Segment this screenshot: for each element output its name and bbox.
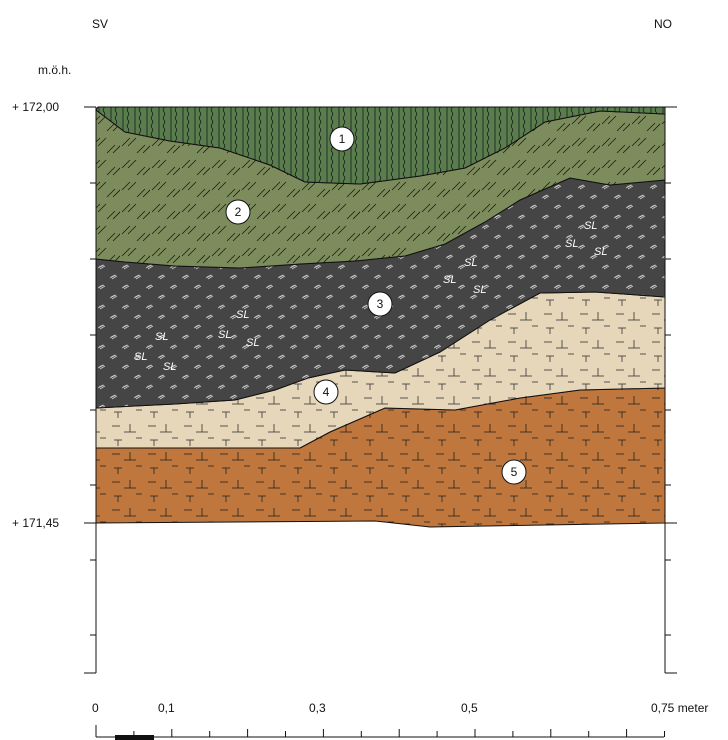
layer-1	[95, 106, 666, 185]
scale-label: 0	[92, 701, 99, 715]
scale-label: 0,3	[309, 701, 326, 715]
layer-number-badge: 1	[329, 126, 355, 152]
sl-label: SL	[464, 257, 477, 269]
sl-label: SL	[473, 284, 486, 296]
layer-number-badge: 3	[367, 291, 393, 317]
sl-label: SL	[155, 331, 168, 343]
scale-ticks	[95, 725, 665, 737]
elevation-ticks	[90, 182, 671, 636]
layer-number: 4	[323, 385, 330, 399]
sl-label: SL	[443, 274, 456, 286]
sl-label: SL	[163, 361, 176, 373]
scale-bar: 0 0,1 0,3 0,5 0,75 meter	[92, 701, 708, 740]
sl-label: SL	[236, 309, 249, 321]
sl-label: SL	[565, 238, 578, 250]
top-elevation-label: + 172,00	[12, 100, 59, 114]
scale-label: 0,5	[461, 701, 478, 715]
layer-number: 5	[511, 465, 518, 479]
layer-number: 2	[235, 205, 242, 219]
scale-label: 0,1	[158, 701, 175, 715]
orientation-right-label: NO	[654, 17, 672, 31]
bottom-elevation-label: + 171,45	[12, 516, 59, 530]
scale-segment	[134, 735, 154, 740]
sl-label: SL	[134, 351, 147, 363]
scale-segment	[115, 735, 134, 740]
sl-label: SL	[594, 246, 607, 258]
orientation-left-label: SV	[92, 17, 108, 31]
sl-label: SL	[246, 337, 259, 349]
layer-number: 1	[339, 132, 346, 146]
sl-label: SL	[584, 220, 597, 232]
layer-number-badge: 5	[501, 459, 527, 485]
layer-number: 3	[377, 297, 384, 311]
scale-label: 0,75 meter	[651, 701, 708, 715]
layer-number-badge: 4	[313, 379, 339, 405]
elevation-unit-label: m.ö.h.	[38, 63, 71, 77]
layer-number-badge: 2	[225, 199, 251, 225]
sl-label: SL	[218, 329, 231, 341]
